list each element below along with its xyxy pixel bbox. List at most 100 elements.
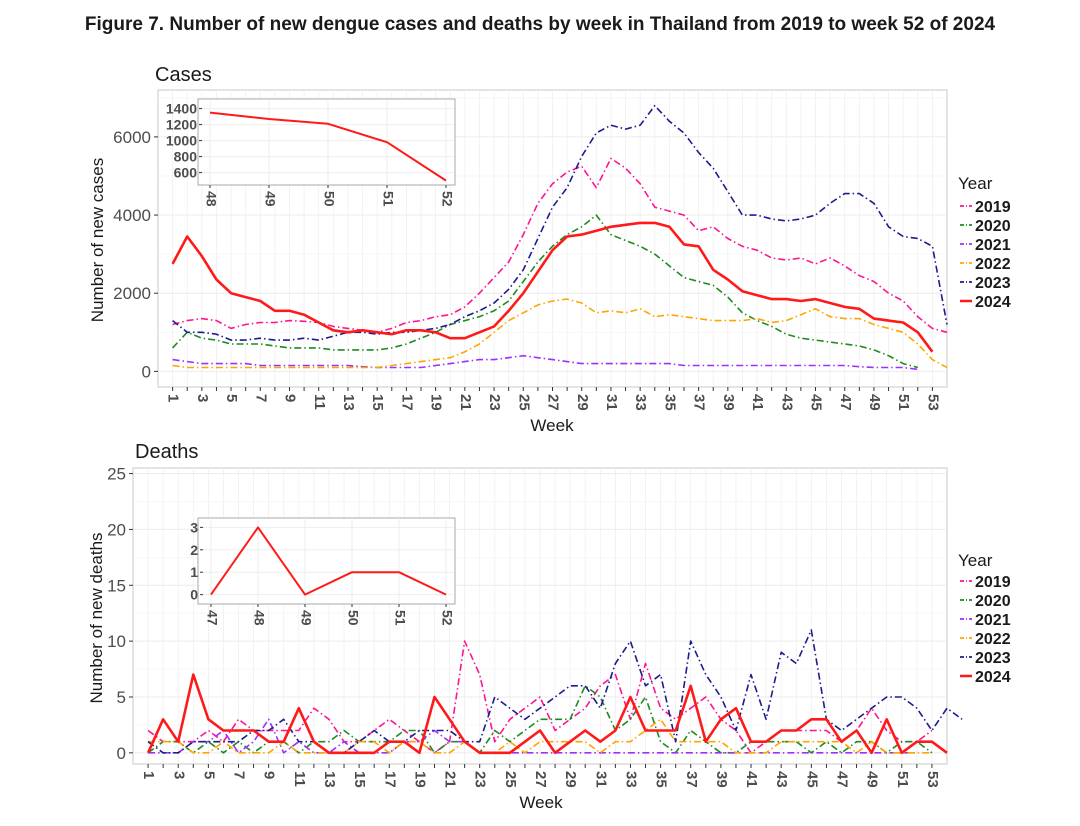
deaths-inset: 47 48 49 50 51 52 0 1 2 3 — [190, 517, 456, 626]
inset-y-tick-label: 2 — [190, 542, 198, 558]
series-line-2024 — [171, 221, 934, 353]
x-tick-label: 5 — [200, 771, 217, 779]
y-tick-label: 20 — [107, 520, 126, 539]
x-tick-label: 31 — [592, 771, 609, 788]
cases-panel-title: Cases — [155, 64, 212, 86]
deaths-inset-frame — [197, 517, 456, 605]
x-tick-label: 45 — [808, 394, 825, 411]
x-tick-label: 17 — [381, 771, 398, 788]
series-line-2023 — [172, 104, 948, 341]
x-tick-label: 27 — [545, 394, 562, 411]
x-tick-label: 41 — [749, 394, 766, 411]
inset-y-tick-label: 800 — [174, 149, 198, 165]
x-tick-label: 43 — [773, 771, 790, 788]
x-tick-label: 1 — [165, 394, 182, 402]
legend-label-2023: 2023 — [975, 275, 1011, 292]
series-line-2022 — [172, 298, 948, 369]
x-tick-label: 15 — [369, 394, 386, 411]
x-tick-label: 49 — [866, 394, 883, 411]
x-tick-label: 11 — [311, 394, 328, 410]
y-tick-label: 25 — [107, 465, 126, 484]
inset-x-tick-label: 50 — [345, 610, 361, 626]
inset-x-tick-label: 47 — [204, 610, 220, 626]
x-tick-label: 1 — [140, 771, 157, 779]
legend-deaths: Year 2019 2020 2021 2022 2023 2024 — [958, 551, 1011, 686]
x-tick-label: 23 — [486, 394, 503, 411]
x-tick-label: 25 — [515, 394, 532, 411]
x-tick-label: 9 — [261, 771, 278, 779]
x-tick-label: 51 — [895, 394, 912, 411]
legend-label-2021: 2021 — [975, 612, 1011, 629]
legend-deaths-title: Year — [958, 551, 993, 570]
series-line-2020 — [172, 214, 919, 369]
inset-x-tick-label: 49 — [298, 610, 314, 626]
x-tick-label: 47 — [837, 394, 854, 411]
y-tick-label: 2000 — [113, 284, 151, 303]
inset-y-tick-label: 3 — [190, 519, 198, 535]
y-tick-label: 6000 — [113, 128, 151, 147]
inset-x-tick-label: 48 — [203, 191, 219, 207]
y-tick-label: 0 — [142, 362, 151, 381]
x-tick-label: 29 — [574, 394, 591, 411]
legend-label-2024: 2024 — [975, 669, 1011, 686]
legend-label-2022: 2022 — [975, 631, 1011, 648]
legend-label-2024: 2024 — [975, 294, 1011, 311]
x-tick-label: 3 — [194, 394, 211, 402]
x-tick-label: 21 — [442, 771, 459, 788]
deaths-series-group — [146, 629, 963, 755]
x-tick-label: 45 — [803, 771, 820, 788]
x-tick-label: 37 — [683, 771, 700, 788]
legend-label-2020: 2020 — [975, 593, 1011, 610]
y-tick-label: 0 — [117, 744, 126, 763]
x-tick-label: 39 — [720, 394, 737, 411]
legend-cases-title: Year — [958, 174, 993, 193]
x-tick-label: 37 — [691, 394, 708, 411]
x-tick-label: 53 — [924, 771, 941, 788]
x-tick-label: 23 — [472, 771, 489, 788]
x-tick-label: 33 — [622, 771, 639, 788]
x-tick-label: 25 — [502, 771, 519, 788]
x-tick-label: 27 — [532, 771, 549, 788]
x-tick-label: 11 — [291, 771, 308, 787]
x-tick-label: 33 — [632, 394, 649, 411]
inset-x-tick-label: 52 — [439, 191, 455, 207]
x-tick-label: 3 — [170, 771, 187, 779]
x-tick-label: 53 — [924, 394, 941, 411]
inset-x-tick-label: 51 — [380, 191, 396, 207]
x-tick-label: 19 — [428, 394, 445, 411]
inset-y-tick-label: 1000 — [166, 133, 197, 149]
x-tick-label: 13 — [340, 394, 357, 411]
legend-label-2019: 2019 — [975, 199, 1011, 216]
inset-x-tick-label: 49 — [262, 191, 278, 207]
series-line-2019 — [172, 157, 948, 334]
x-tick-label: 41 — [743, 771, 760, 788]
series-line-2024 — [146, 673, 948, 755]
x-tick-label: 13 — [321, 771, 338, 788]
x-tick-label: 39 — [713, 771, 730, 788]
inset-y-tick-label: 1200 — [166, 117, 197, 133]
x-tick-label: 7 — [252, 394, 269, 402]
inset-series-line-2024 — [210, 526, 447, 596]
x-tick-label: 7 — [231, 771, 248, 779]
x-tick-label: 9 — [282, 394, 299, 402]
x-tick-label: 47 — [834, 771, 851, 788]
x-tick-label: 15 — [351, 771, 368, 788]
deaths-x-axis: 1 3 5 7 9 11 13 15 17 19 21 23 25 27 29 31 33 35 37 39 41 43 4… — [140, 764, 941, 788]
inset-x-tick-label: 50 — [321, 191, 337, 207]
figure-title: Figure 7. Number of new dengue cases and… — [84, 14, 996, 35]
y-tick-label: 10 — [107, 632, 126, 651]
x-tick-label: 17 — [398, 394, 415, 411]
legend-label-2020: 2020 — [975, 218, 1011, 235]
inset-y-tick-label: 600 — [174, 165, 198, 181]
deaths-inset-content: 47 48 49 50 51 52 0 1 2 3 — [190, 518, 455, 626]
cases-y-axis-title: Number of new cases — [88, 158, 107, 322]
deaths-x-axis-title: Week — [519, 793, 563, 812]
cases-inset-frame — [197, 98, 456, 186]
x-tick-label: 49 — [864, 771, 881, 788]
x-tick-label: 29 — [562, 771, 579, 788]
inset-x-tick-label: 48 — [251, 610, 267, 626]
inset-x-tick-label: 52 — [439, 610, 455, 626]
